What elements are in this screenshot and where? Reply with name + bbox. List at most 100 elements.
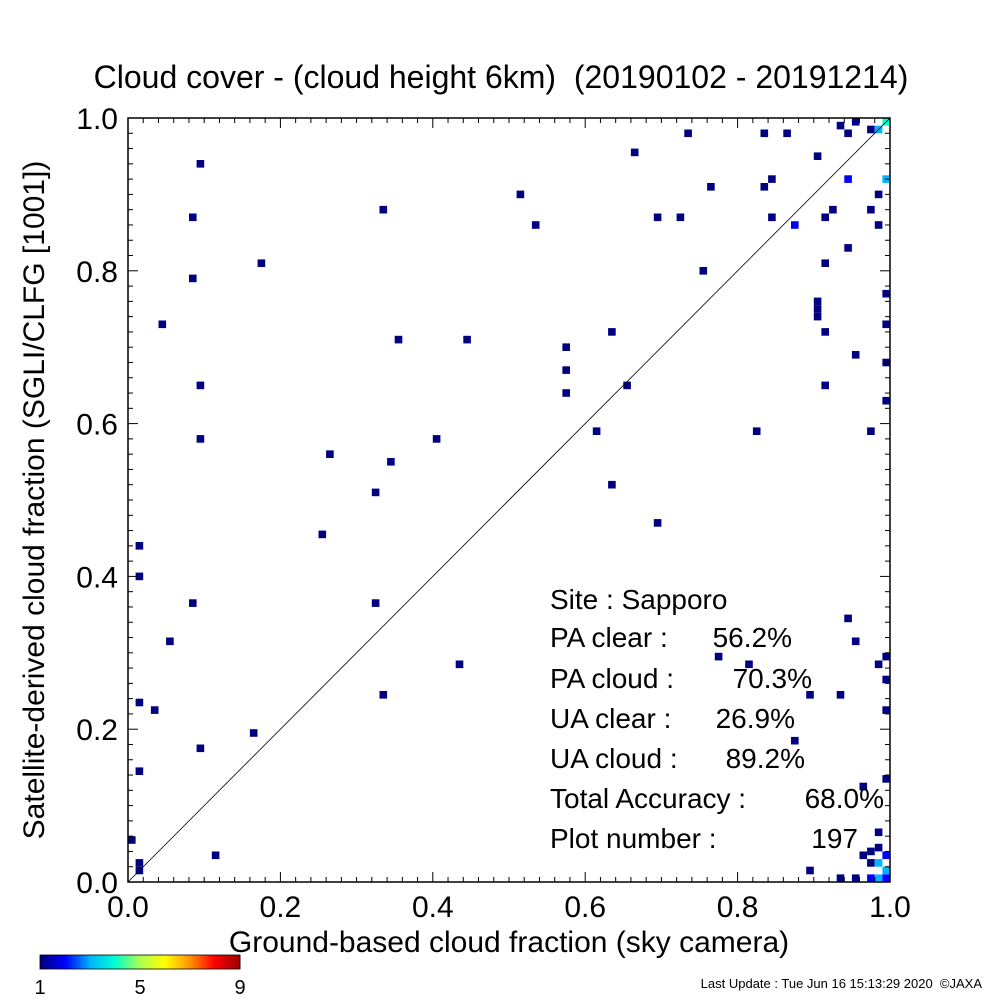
data-cell (463, 335, 471, 344)
data-cell (890, 622, 898, 630)
colorbar-segment (118, 955, 121, 969)
colorbar-segment (74, 955, 77, 969)
colorbar-segment (160, 955, 163, 969)
colorbar-segment (190, 955, 193, 969)
data-cell (653, 213, 662, 222)
colorbar-segment (220, 955, 223, 969)
colorbar-segment (50, 955, 53, 969)
data-cell (768, 175, 776, 183)
colorbar-segment (110, 955, 113, 969)
colorbar-segment (192, 955, 195, 969)
data-cell (844, 614, 852, 623)
ua-cloud-value: 89.2% (726, 743, 805, 774)
colorbar-segment (140, 955, 143, 969)
colorbar-segment (188, 955, 191, 969)
colorbar-segment (202, 955, 205, 969)
data-cell (806, 691, 814, 699)
data-cell (874, 843, 883, 852)
colorbar-segment (86, 955, 89, 969)
x-tick-label: 0.2 (260, 891, 302, 924)
colorbar-segment (94, 955, 97, 969)
total-accuracy-value: 68.0% (805, 783, 884, 814)
data-cell (882, 675, 890, 684)
chart-title: Cloud cover - (cloud height 6km) (201901… (94, 59, 909, 95)
colorbar-segment (80, 955, 83, 969)
data-cell (630, 148, 639, 157)
y-axis-label: Satellite-derived cloud fraction (SGLI/C… (18, 161, 51, 840)
colorbar-segment (68, 955, 71, 969)
colorbar-segment (222, 955, 225, 969)
colorbar-segment (230, 955, 233, 969)
colorbar-segment (104, 955, 107, 969)
data-cell (859, 851, 868, 860)
colorbar-segment (212, 955, 215, 969)
colorbar-segment (234, 955, 237, 969)
colorbar-segment (144, 955, 147, 969)
colorbar-segment (124, 955, 127, 969)
colorbar-segment (232, 955, 235, 969)
data-cell (676, 213, 685, 222)
data-cell (821, 259, 829, 267)
colorbar-segment (146, 955, 149, 969)
data-cell (851, 874, 860, 882)
colorbar-segment (120, 955, 123, 969)
data-cell (890, 229, 898, 237)
data-cell (890, 141, 898, 149)
colorbar-segment (198, 955, 201, 969)
data-cell (874, 874, 883, 882)
data-cell (882, 652, 890, 661)
x-tick-label: 0.4 (412, 891, 454, 924)
data-cell (707, 183, 715, 191)
data-cell (135, 698, 144, 707)
x-axis-label: Ground-based cloud fraction (sky camera) (229, 926, 789, 959)
data-cell (851, 351, 860, 359)
data-cell (882, 289, 890, 298)
data-cell (806, 866, 814, 875)
data-cell (882, 706, 890, 714)
data-marks (128, 118, 898, 882)
colorbar-segment (44, 955, 47, 969)
y-tick-label: 0.0 (76, 867, 118, 900)
data-cell (867, 859, 875, 867)
colorbar-segment (162, 955, 165, 969)
colorbar-segment (196, 955, 199, 969)
data-cell (874, 859, 883, 867)
colorbar-segment (164, 955, 167, 969)
colorbar-segment (56, 955, 59, 969)
data-cell (623, 381, 631, 390)
colorbar-segment (238, 955, 241, 969)
data-cell (882, 320, 890, 329)
pa-clear-label: PA clear : (550, 622, 668, 653)
data-cell (745, 660, 753, 669)
data-cell (882, 775, 890, 783)
colorbar-segment (48, 955, 51, 969)
one-to-one-line (127, 117, 891, 883)
data-cell (890, 844, 898, 852)
colorbar-segment (174, 955, 177, 969)
data-cell (394, 335, 403, 344)
axis-ticks: 0.00.0 0.2 0.2 0.4 0.4 0.6 0.6 0.8 0.8 1.0 1.0 (76, 103, 911, 924)
data-cell (813, 297, 822, 306)
colorbar-segment (136, 955, 139, 969)
colorbar-segment (158, 955, 161, 969)
colorbar-segment (224, 955, 227, 969)
colorbar-tick-label: 9 (234, 977, 245, 999)
data-cell (844, 244, 852, 252)
colorbar-segment (152, 955, 155, 969)
y-tick-label: 1.0 (76, 103, 118, 136)
x-tick-label: 0.0 (107, 891, 149, 924)
stats-annotation: Site : Sapporo PA clear : 56.2% PA cloud… (550, 584, 884, 854)
data-cell (867, 125, 875, 134)
y-tick-label: 0.4 (76, 561, 118, 594)
data-cell (211, 851, 220, 860)
data-cell (189, 213, 197, 222)
colorbar-segment (182, 955, 185, 969)
x-tick-label: 0.6 (564, 891, 606, 924)
colorbar-segment (106, 955, 109, 969)
y-tick-label: 0.2 (76, 714, 118, 747)
data-cell (821, 213, 829, 222)
colorbar-segment (114, 955, 117, 969)
data-cell (196, 160, 205, 168)
colorbar-segment (236, 955, 239, 969)
data-cell (699, 267, 708, 275)
